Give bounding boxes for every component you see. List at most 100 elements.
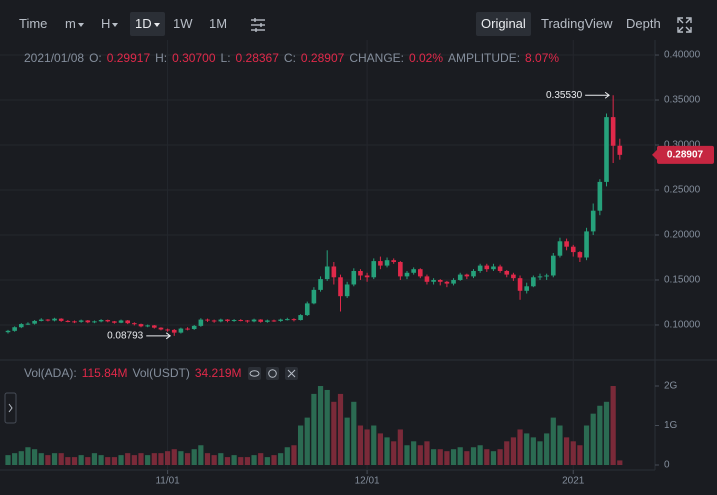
icon-stroke: [268, 369, 277, 378]
candle-body: [418, 269, 423, 277]
gear-icon[interactable]: [266, 367, 279, 380]
y-tick-label: 2G: [664, 381, 678, 392]
volume-bar: [191, 449, 197, 465]
volume-bar: [65, 457, 71, 465]
candle-body: [471, 270, 476, 277]
candle-body: [464, 274, 470, 277]
interval-button[interactable]: Time: [19, 16, 48, 31]
volume-bar: [557, 425, 563, 465]
y-tick-label: 0: [664, 460, 670, 471]
view-button[interactable]: TradingView: [541, 16, 613, 31]
candle-body: [165, 329, 170, 331]
candle-body: [398, 261, 403, 277]
candle-body: [484, 265, 490, 270]
volume-bar: [470, 447, 477, 465]
volume-bar: [617, 460, 623, 465]
volume-bar: [91, 453, 98, 465]
y-tick-label: 0.10000: [664, 320, 701, 331]
volume-bar: [211, 455, 217, 465]
candle-body: [497, 266, 503, 271]
annotation-arrow: [146, 332, 172, 340]
volume-bar: [590, 413, 596, 465]
candle-body: [138, 324, 144, 327]
candle-body: [238, 320, 244, 322]
volume-bar: [238, 457, 244, 465]
icon-stroke: [287, 369, 296, 378]
info-value: 0.02%: [409, 51, 444, 65]
candle-body: [265, 320, 270, 322]
interval-button[interactable]: 1W: [173, 16, 193, 31]
x-tick-label: 11/01: [155, 476, 180, 487]
candle-body: [12, 327, 17, 331]
volume-bar: [537, 441, 543, 465]
volume-bar: [125, 453, 131, 465]
candle-body: [444, 281, 450, 284]
y-tick-label: 0.40000: [664, 50, 701, 61]
candle-body: [358, 270, 363, 276]
candle-body: [185, 328, 190, 330]
candle-body: [19, 324, 24, 328]
candle-body: [85, 320, 91, 323]
settings-icon[interactable]: [251, 18, 265, 32]
candle-body: [517, 278, 523, 291]
candle-body: [285, 319, 290, 321]
candle-body: [158, 327, 164, 330]
volume-bar: [204, 453, 211, 465]
volume-legend-label: Vol(USDT): [132, 366, 190, 380]
volume-bar: [78, 455, 84, 465]
volume-bar: [284, 447, 290, 465]
candle-body: [271, 320, 277, 322]
last-price-pointer: [652, 149, 657, 160]
candle-body: [338, 277, 343, 297]
volume-bar: [85, 457, 91, 465]
candle-body: [112, 321, 117, 323]
candle-body: [304, 303, 310, 316]
volume-bar: [231, 455, 237, 465]
interval-button[interactable]: 1D: [130, 12, 165, 36]
candle-body: [411, 269, 416, 273]
candle-body: [311, 289, 317, 304]
y-tick-label: 0.30000: [664, 140, 701, 151]
candle-body: [118, 320, 124, 323]
icon-stroke: [249, 370, 260, 377]
volume-bar: [331, 401, 337, 465]
view-button[interactable]: Original: [476, 12, 531, 36]
collapse-tab[interactable]: [4, 392, 17, 424]
volume-bar: [105, 457, 111, 465]
candle-body: [211, 320, 217, 322]
candle-body: [72, 321, 77, 323]
candle-body: [178, 328, 184, 333]
volume-bar: [464, 451, 470, 465]
candle-body: [38, 319, 44, 321]
volume-bar: [25, 447, 31, 465]
info-label: L:: [220, 51, 231, 65]
fullscreen-icon[interactable]: [677, 17, 692, 33]
volume-bar: [304, 417, 310, 465]
volume-bar: [517, 429, 523, 465]
interval-button[interactable]: H: [96, 12, 123, 36]
icon-stroke: [677, 17, 692, 33]
eye-icon[interactable]: [248, 367, 261, 380]
volume-bar: [477, 445, 483, 465]
volume-bar: [258, 453, 264, 465]
volume-bar: [404, 445, 410, 465]
interval-button[interactable]: 1M: [209, 16, 228, 31]
candle-body: [424, 276, 430, 282]
candle-body: [344, 284, 350, 297]
candle-body: [98, 320, 104, 322]
volume-bar: [384, 437, 390, 465]
volume-bar: [530, 437, 536, 465]
y-tick-label: 0.35000: [664, 95, 701, 106]
volume-bar: [577, 445, 583, 465]
volume-legend-label: Vol(ADA):: [24, 366, 77, 380]
volume-bar: [244, 457, 250, 465]
candle-body: [191, 325, 197, 330]
volume-bar: [184, 453, 191, 465]
candle-body: [331, 266, 337, 278]
candle-body: [431, 279, 436, 282]
interval-button[interactable]: m: [60, 12, 89, 36]
candle-body: [278, 319, 283, 321]
volume-bar: [224, 457, 231, 465]
view-button[interactable]: Depth: [626, 16, 661, 31]
